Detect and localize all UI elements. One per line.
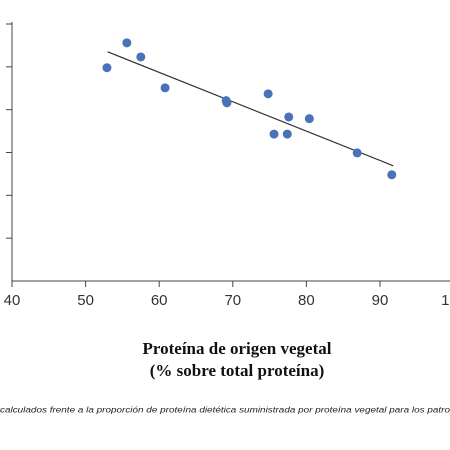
x-tick-label: 100 [441,292,450,309]
data-point [282,129,292,139]
data-point [263,89,273,99]
data-point [352,148,362,158]
x-tick-label: 40 [4,292,21,309]
data-point [269,129,279,139]
data-point [387,170,397,180]
x-tick-label: 70 [224,292,241,309]
data-point [136,52,146,62]
data-point [222,98,232,108]
x-tick-label: 90 [372,292,389,309]
data-point [284,112,294,122]
x-axis-title: Proteína de origen vegetal [142,339,331,358]
data-point [122,38,132,48]
x-tick-label: 60 [151,292,168,309]
x-tick-label: 80 [298,292,315,309]
data-point [102,63,112,73]
x-tick-label: 50 [77,292,94,309]
caption: calculados frente a la proporción de pro… [0,404,450,414]
trendline [107,51,394,167]
x-axis-title: (% sobre total proteína) [150,361,325,380]
data-point [304,114,314,124]
data-point [160,83,170,93]
